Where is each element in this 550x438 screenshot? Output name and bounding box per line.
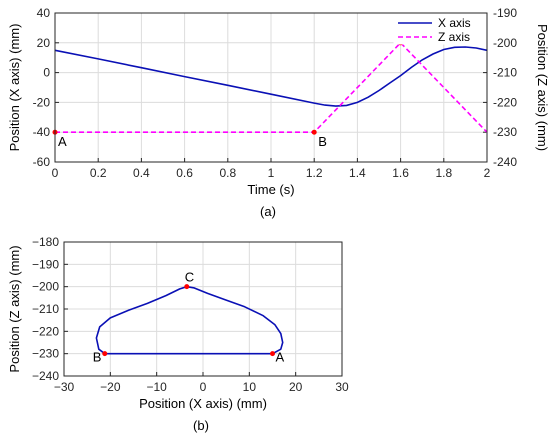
point-marker-b-b [102, 351, 108, 357]
x-tick-label-b: −10 [146, 380, 167, 394]
x-tick-label-a: 0.2 [90, 166, 107, 180]
point-label-a-b: A [276, 350, 285, 365]
y-tick-label-a: 0 [43, 66, 50, 80]
point-marker-a-b [270, 351, 275, 357]
y-tick-label-b: −190 [32, 257, 59, 271]
y-tick-label-b: −210 [32, 302, 59, 316]
x-tick-label-a: 1.6 [392, 166, 409, 180]
y2-tick-label-a: -200 [493, 36, 517, 50]
z-axis-series-line [55, 41, 488, 133]
plot-frame-a [54, 12, 488, 163]
y-tick-label-a: 20 [37, 36, 51, 50]
x-axis-title-a: Time (s) [247, 182, 294, 197]
x-tick-label-b: 30 [335, 380, 349, 394]
y-tick-label-b: −240 [32, 369, 59, 383]
chart-a-time-plot: 0 0.2 0.4 0.6 0.8 1 1.2 1.4 1.6 1.8 2-60-40-200204… [7, 6, 550, 219]
x-tick-label-a: 1 [268, 166, 275, 180]
x-axis-series-line [54, 46, 488, 107]
y2-tick-label-a: -240 [493, 155, 517, 169]
y2-tick-label-a: -230 [493, 125, 517, 139]
caption-b: (b) [193, 418, 209, 433]
x-tick-label-a: 0.6 [176, 166, 193, 180]
x-tick-label-a: 1.4 [349, 166, 366, 180]
y2-tick-label-a: -210 [493, 66, 517, 80]
plot-frame-b [63, 241, 343, 377]
x-axis-title-b: Position (X axis) (mm) [139, 396, 267, 411]
y-tick-label-a: -40 [33, 125, 51, 139]
x-tick-label-a: 2 [484, 166, 491, 180]
x-tick-label-b: −20 [100, 380, 121, 394]
y-axis-title-a: Position (X axis) (mm) [7, 24, 22, 152]
y-tick-label-b: −230 [32, 347, 59, 361]
point-label-a-a: A [58, 134, 67, 149]
point-label-b-b: B [93, 350, 102, 365]
y-tick-label-a: 40 [37, 6, 51, 20]
y-tick-label-a: -60 [33, 155, 51, 169]
y-axis-title-b: Position (Z axis) (mm) [7, 245, 22, 372]
chart-b-xz-path-plot: −30 −20 −10 0 10 20 30 −240 −230 −220 −210 −200 −190… [7, 235, 349, 433]
x-tick-label-b: 0 [200, 380, 207, 394]
legend-box-a [393, 13, 487, 45]
legend-label-x-axis: X axis [438, 16, 471, 30]
point-label-c-b: C [185, 270, 194, 285]
y-tick-label-a: -20 [33, 95, 51, 109]
y-tick-label-b: −220 [32, 324, 59, 338]
point-marker-b-a [311, 129, 317, 135]
point-label-b-a: B [318, 134, 327, 149]
x-tick-label-b: 10 [243, 380, 257, 394]
point-marker-c-b [184, 284, 190, 290]
caption-a: (a) [260, 204, 276, 219]
y2-axis-title-a: Position (Z axis) (mm) [535, 24, 550, 151]
x-tick-label-a: 1.2 [306, 166, 323, 180]
y-tick-label-b: −200 [32, 280, 59, 294]
x-tick-label-a: 0 [52, 166, 59, 180]
x-tick-label-b: −30 [54, 380, 75, 394]
x-tick-label-a: 1.8 [435, 166, 452, 180]
x-tick-label-a: 0.4 [133, 166, 150, 180]
y-tick-label-b: −180 [32, 235, 59, 249]
x-tick-label-b: 20 [289, 380, 303, 394]
y2-tick-label-a: -190 [493, 6, 517, 20]
x-tick-label-a: 0.8 [219, 166, 236, 180]
legend-label-z-axis: Z axis [438, 30, 470, 44]
y2-tick-label-a: -220 [493, 95, 517, 109]
